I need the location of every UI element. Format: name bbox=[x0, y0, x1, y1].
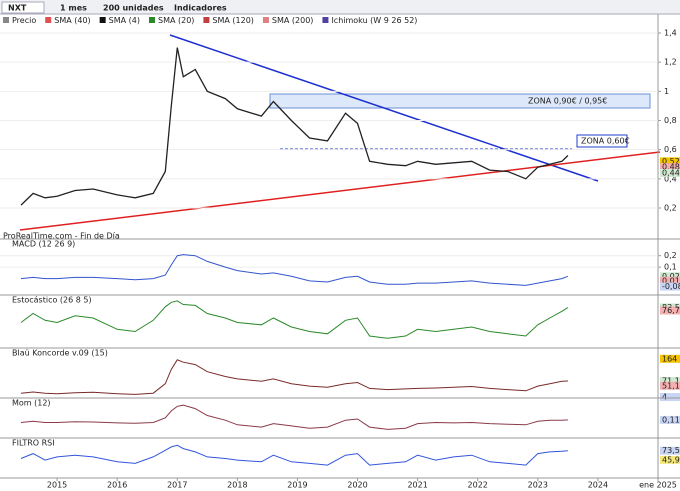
legend-item: SMA (4) bbox=[109, 16, 140, 25]
legend-swatch bbox=[203, 17, 210, 23]
period[interactable]: 1 mes bbox=[60, 4, 87, 13]
series-line bbox=[20, 359, 568, 395]
price-tag bbox=[660, 169, 680, 177]
legend-swatch bbox=[3, 17, 9, 23]
legend-swatch bbox=[322, 17, 329, 23]
indicators[interactable]: Indicadores bbox=[174, 4, 227, 13]
y-tick-label: 1 bbox=[664, 87, 669, 96]
trend-line bbox=[169, 34, 599, 182]
legend-item: SMA (20) bbox=[158, 16, 194, 25]
y-tick-label: 0,8 bbox=[664, 116, 677, 125]
price-tag bbox=[660, 393, 680, 402]
x-tick-label: 2022 bbox=[468, 481, 488, 490]
legend-swatch bbox=[45, 17, 52, 23]
price-tag-label: 0,52 bbox=[662, 157, 680, 166]
zone-box bbox=[269, 93, 651, 109]
legend-swatch bbox=[99, 17, 106, 23]
price-tag-label: 51,16 bbox=[662, 381, 680, 390]
x-tick-label: 2024 bbox=[588, 481, 608, 490]
price-tag-label: 0,11 bbox=[662, 415, 680, 424]
series-line bbox=[20, 300, 569, 339]
price-tag bbox=[660, 377, 680, 386]
y-tick-label: 0,2 bbox=[664, 204, 677, 213]
legend-swatch bbox=[262, 17, 269, 23]
price-tag bbox=[660, 272, 680, 281]
price-tag-label: 71,1 bbox=[662, 377, 680, 386]
legend-swatch bbox=[148, 17, 155, 23]
price-tag-label: 164 bbox=[662, 354, 677, 363]
price-tag bbox=[660, 276, 680, 285]
legend-item: SMA (200) bbox=[272, 16, 314, 25]
x-tick-label: 2021 bbox=[407, 481, 427, 490]
x-tick-label: ene 2025 bbox=[639, 481, 677, 490]
price-tag-label: 0,02 bbox=[662, 272, 680, 281]
price-tag-label: 45,9 bbox=[662, 455, 680, 464]
series-line bbox=[20, 404, 568, 430]
price-tag-label: 0,01 bbox=[662, 276, 680, 285]
price-tag bbox=[660, 354, 680, 363]
trend-line bbox=[19, 151, 661, 231]
price-tag-label: 0,44 bbox=[662, 169, 680, 178]
x-tick-label: 2015 bbox=[47, 481, 67, 490]
y-tick-label: 0,4 bbox=[664, 174, 677, 183]
zone-low-box bbox=[576, 134, 628, 148]
x-tick-label: 2017 bbox=[167, 481, 187, 490]
price-tag-label: 73,5 bbox=[662, 446, 680, 455]
y-tick-label: 0,1 bbox=[664, 263, 677, 272]
price-tag bbox=[660, 415, 680, 424]
toolbar bbox=[0, 0, 680, 14]
price-tag-label: 76,7 bbox=[662, 306, 680, 315]
y-tick-label: 0,6 bbox=[664, 145, 677, 154]
legend-item: SMA (120) bbox=[212, 16, 254, 25]
panel-title: Blaü Koncorde v.09 (15) bbox=[12, 349, 108, 358]
symbol-box[interactable] bbox=[1, 1, 45, 14]
price-tag bbox=[660, 381, 680, 390]
series-line bbox=[20, 254, 569, 286]
x-tick-label: 2023 bbox=[528, 481, 548, 490]
series-line bbox=[20, 444, 568, 466]
legend-item: Ichimoku (W 9 26 52) bbox=[331, 16, 417, 25]
zone-high-label: ZONA 0,90€ / 0,95€ bbox=[528, 97, 607, 106]
price-tag-label: 0,48 bbox=[662, 163, 680, 172]
legend-item: Precio bbox=[12, 16, 36, 25]
source: ProRealTime.com - Fin de Día bbox=[3, 232, 120, 241]
price-tag bbox=[660, 282, 680, 291]
x-tick-label: 2018 bbox=[227, 481, 247, 490]
legend-item: SMA (40) bbox=[54, 16, 90, 25]
y-tick-label: 1,2 bbox=[664, 58, 677, 67]
series-line bbox=[20, 47, 569, 206]
symbol[interactable]: NXT bbox=[8, 4, 27, 13]
price-tag-label: -0,08 bbox=[662, 282, 680, 291]
price-tag bbox=[660, 306, 680, 315]
x-tick-label: 2019 bbox=[287, 481, 307, 490]
panel-title: MACD (12 26 9) bbox=[12, 240, 75, 249]
price-tag bbox=[660, 455, 680, 464]
panel-title: Mom (12) bbox=[12, 399, 51, 408]
panel-title: FILTRO RSI bbox=[12, 439, 55, 448]
zone-low-label: ZONA 0,60€ bbox=[581, 137, 630, 146]
y-tick-label: 0,2 bbox=[664, 251, 677, 260]
price-tag bbox=[660, 157, 680, 166]
price-tag bbox=[660, 446, 680, 455]
units[interactable]: 200 unidades bbox=[103, 4, 164, 13]
price-tag-label: 4 bbox=[662, 393, 667, 402]
panel-title: Estocástico (26 8 5) bbox=[12, 296, 92, 305]
y-tick-label: 1,4 bbox=[664, 29, 677, 38]
x-tick-label: 2020 bbox=[347, 481, 367, 490]
price-tag bbox=[660, 163, 680, 172]
x-tick-label: 2016 bbox=[107, 481, 127, 490]
